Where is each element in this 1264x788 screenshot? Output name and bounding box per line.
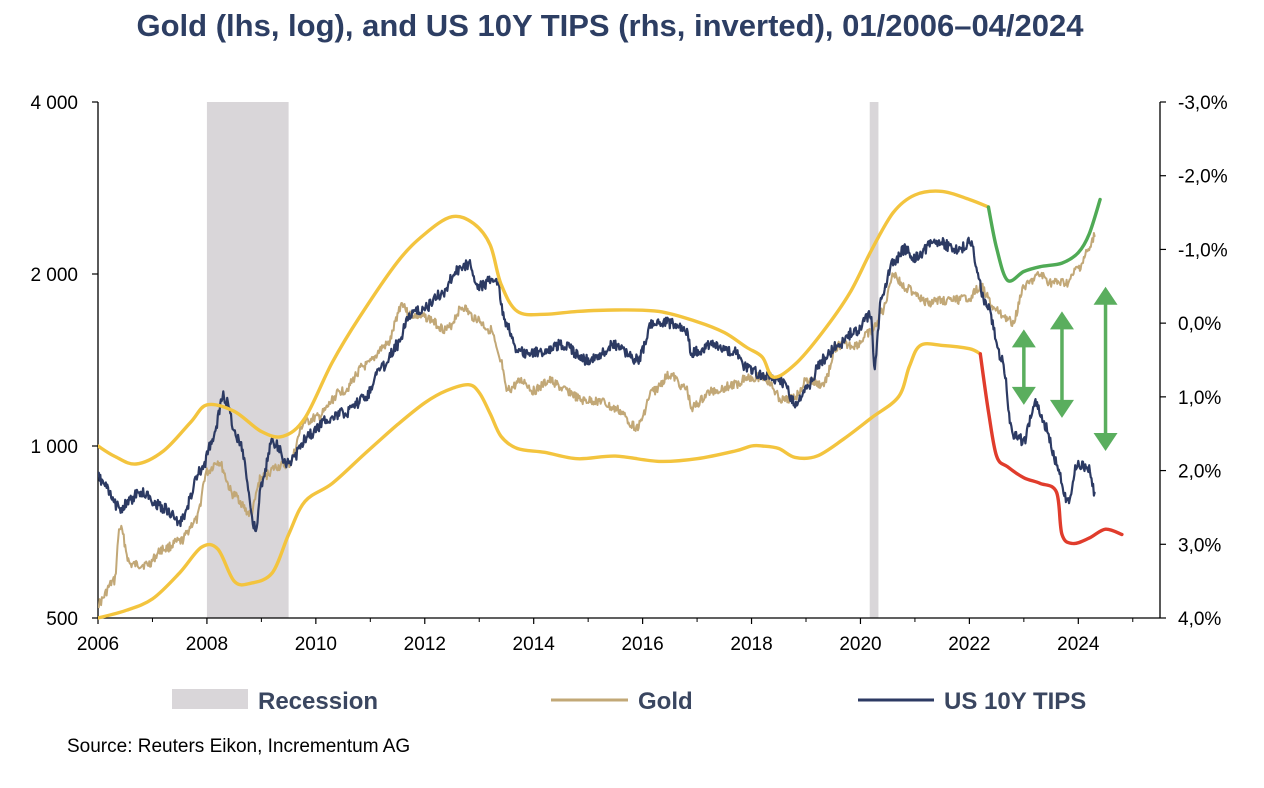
x-tick-label: 2022: [948, 634, 990, 655]
spread-arrow-1: [1011, 329, 1036, 405]
legend-label-recession: Recession: [258, 688, 378, 715]
legend-label-tips: US 10Y TIPS: [944, 688, 1086, 715]
y-right-tick-label: 4,0%: [1178, 609, 1221, 630]
upper-band-line: [98, 189, 991, 466]
upper-projection-line: [986, 197, 1102, 283]
spread-arrow-3: [1093, 286, 1118, 452]
legend-swatch-recession: [172, 689, 248, 709]
y-right-tick-label: -2,0%: [1178, 167, 1228, 188]
y-left-tick-label: 2 000: [30, 265, 78, 286]
x-tick-label: 2018: [730, 634, 772, 655]
series-lines: [98, 189, 1124, 620]
lower-projection-line: [978, 352, 1124, 546]
x-tick-label: 2016: [621, 634, 663, 655]
x-tick-label: 2010: [295, 634, 337, 655]
tips-series-line: [98, 236, 1096, 533]
x-tick-label: 2014: [513, 634, 556, 655]
x-tick-label: 2012: [404, 634, 446, 655]
y-left-tick-label: 500: [46, 609, 78, 630]
y-right-tick-label: -1,0%: [1178, 240, 1228, 261]
x-tick-label: 2006: [77, 634, 119, 655]
recession-band-1: [206, 102, 289, 618]
chart-title: Gold (lhs, log), and US 10Y TIPS (rhs, i…: [136, 8, 1084, 43]
recession-shading: [206, 102, 879, 618]
x-tick-label: 2024: [1057, 634, 1100, 655]
y-left-tick-label: 1 000: [30, 437, 78, 458]
y-right-tick-label: -3,0%: [1178, 93, 1228, 114]
legend-label-gold: Gold: [638, 688, 693, 715]
y-left-tick-label: 4 000: [30, 93, 78, 114]
y-right-tick-label: 0,0%: [1178, 314, 1221, 335]
legend-item-gold: Gold: [551, 688, 693, 715]
y-right-tick-label: 3,0%: [1178, 535, 1221, 556]
axes: 2006 2008 2010 2012 2014 2016 2018 2020 2022 2024…: [30, 93, 1227, 655]
legend: Recession Gold US 10Y TIPS: [172, 688, 1086, 715]
legend-item-recession: Recession: [172, 688, 378, 715]
spread-arrow-2: [1049, 311, 1074, 418]
x-tick-label: 2020: [839, 634, 881, 655]
legend-item-tips: US 10Y TIPS: [858, 688, 1086, 715]
y-right-tick-label: 1,0%: [1178, 388, 1221, 409]
spread-arrows: [1011, 286, 1118, 452]
x-tick-label: 2008: [186, 634, 228, 655]
y-right-tick-label: 2,0%: [1178, 462, 1221, 483]
source-note: Source: Reuters Eikon, Incrementum AG: [67, 736, 411, 757]
lower-band-line: [98, 342, 982, 620]
